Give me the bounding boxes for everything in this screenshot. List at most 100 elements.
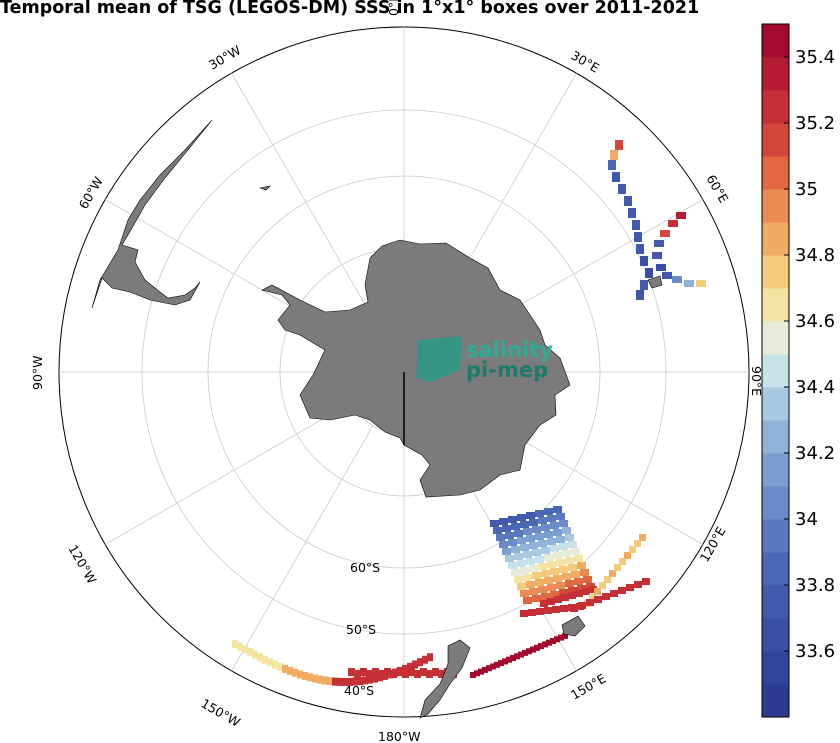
colorbar-swatch xyxy=(762,519,789,553)
sss-cell xyxy=(257,653,263,662)
sss-cell xyxy=(672,276,682,283)
sss-cell xyxy=(624,552,631,559)
sss-cell xyxy=(354,670,361,678)
sss-cell xyxy=(553,506,562,513)
sss-cell xyxy=(422,655,428,664)
sss-cell xyxy=(544,508,553,515)
sss-cell xyxy=(541,570,550,577)
sss-cell xyxy=(632,220,640,230)
sss-cell xyxy=(538,540,547,547)
sss-cell xyxy=(486,665,492,672)
sss-cell xyxy=(570,605,578,612)
sss-cell xyxy=(523,528,532,535)
sss-cell xyxy=(287,666,293,675)
sss-cell xyxy=(626,584,634,591)
sss-cell xyxy=(654,240,664,247)
sss-cell xyxy=(574,555,583,562)
sss-cell xyxy=(505,555,514,562)
sss-cell xyxy=(384,668,391,676)
sss-cell xyxy=(523,574,532,581)
sss-cell xyxy=(619,558,626,565)
lon-label: 120°W xyxy=(65,542,99,586)
sss-cell xyxy=(565,534,574,541)
sss-cell xyxy=(559,566,568,573)
sss-cell xyxy=(559,543,568,550)
sss-cell xyxy=(511,523,520,530)
sss-cell xyxy=(347,677,353,686)
sss-cell xyxy=(550,591,559,598)
sss-cell xyxy=(360,668,367,676)
sss-cell xyxy=(608,160,616,170)
sss-cell xyxy=(586,599,594,606)
colorbar-swatch xyxy=(762,156,789,190)
sss-cell xyxy=(565,557,574,564)
meridian-line xyxy=(105,402,351,545)
lat-label: 50°S xyxy=(346,622,376,637)
sss-cell xyxy=(496,534,505,541)
sss-cell xyxy=(609,570,616,577)
sss-cell xyxy=(660,230,670,237)
colorbar-swatch xyxy=(762,618,789,652)
sss-cell xyxy=(558,634,564,641)
sss-cell xyxy=(526,512,535,519)
sss-cell xyxy=(544,554,553,561)
sss-cell xyxy=(610,150,618,160)
sss-cell xyxy=(589,594,596,601)
sss-cell xyxy=(634,540,641,547)
sss-cell xyxy=(550,545,559,552)
sss-cell xyxy=(511,569,520,576)
sss-cell xyxy=(615,140,623,150)
sss-cell xyxy=(529,519,538,526)
sss-cell xyxy=(508,516,517,523)
lon-label: 90°E xyxy=(749,366,764,396)
sss-cell xyxy=(535,510,544,517)
sss-cell xyxy=(559,589,568,596)
sss-cell xyxy=(559,520,568,527)
meridian-line xyxy=(231,425,374,671)
sss-cell xyxy=(502,548,511,555)
sss-cell xyxy=(517,583,526,590)
sss-cell xyxy=(532,549,541,556)
sss-cell xyxy=(348,668,355,676)
sss-cell xyxy=(514,530,523,537)
sss-cell xyxy=(506,656,512,663)
sss-cell xyxy=(277,662,283,671)
colorbar-tick-label: 35.2 xyxy=(795,113,835,134)
lon-label: 150°W xyxy=(199,696,243,730)
colorbar-swatch xyxy=(762,651,789,685)
sss-cell xyxy=(493,527,502,534)
sss-cell xyxy=(583,576,592,583)
sss-cell xyxy=(490,663,496,670)
sss-cell xyxy=(538,563,547,570)
sss-cell xyxy=(610,590,618,597)
sss-cell xyxy=(390,670,397,678)
sss-cell xyxy=(562,550,571,557)
sss-cell xyxy=(438,670,445,678)
sss-cell xyxy=(247,648,253,657)
sss-cell xyxy=(357,677,363,686)
sss-cell xyxy=(517,537,526,544)
colorbar-swatch xyxy=(762,189,789,223)
sss-cell xyxy=(553,575,562,582)
sss-cell xyxy=(636,290,644,300)
sss-cell xyxy=(242,645,248,654)
sss-cell xyxy=(520,590,529,597)
sss-cell xyxy=(478,668,484,675)
colorbar-swatches xyxy=(762,24,789,718)
sss-cell xyxy=(554,596,562,603)
sss-cell xyxy=(538,517,547,524)
sss-cell xyxy=(568,564,577,571)
sss-cell xyxy=(634,232,642,242)
sss-cell xyxy=(544,577,553,584)
sss-cell xyxy=(634,581,642,588)
colorbar-swatch xyxy=(762,123,789,157)
sss-cell xyxy=(378,670,385,678)
sss-cell xyxy=(517,560,526,567)
lon-label: 0°E xyxy=(386,0,401,16)
sss-cell xyxy=(412,660,418,669)
sss-cell xyxy=(529,565,538,572)
sss-cell xyxy=(556,536,565,543)
sss-cell xyxy=(292,668,298,677)
sss-cell xyxy=(541,524,550,531)
sss-cell xyxy=(417,658,423,667)
